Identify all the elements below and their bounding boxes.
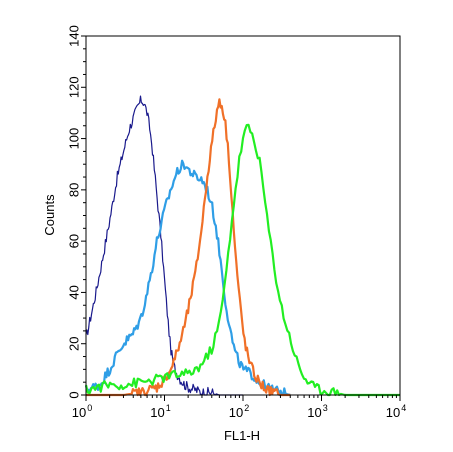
histogram-series-1 — [85, 95, 243, 396]
y-tick-label: 100 — [67, 128, 82, 150]
y-tick-label: 80 — [67, 183, 82, 197]
histogram-series-2 — [84, 159, 291, 397]
y-axis-title: Counts — [42, 194, 57, 236]
x-tick-label: 103 — [307, 403, 327, 420]
y-tick-label: 40 — [67, 285, 82, 299]
x-tick-label: 101 — [150, 403, 170, 420]
x-axis-title: FL1-H — [224, 428, 260, 443]
y-tick-label: 60 — [67, 234, 82, 248]
histogram-series-4 — [84, 123, 400, 397]
x-axis: 100 101 102 103 104 — [72, 395, 406, 420]
series-layer — [84, 95, 400, 397]
x-tick-label: 102 — [229, 403, 249, 420]
histogram-series-3 — [86, 98, 291, 397]
y-tick-label: 0 — [67, 391, 82, 398]
y-tick-label: 20 — [67, 336, 82, 350]
y-tick-label: 120 — [67, 76, 82, 98]
y-tick-label: 140 — [67, 25, 82, 47]
y-axis: 0 20 40 60 80 100 120 140 — [67, 25, 86, 399]
x-tick-label: 100 — [72, 403, 92, 420]
x-tick-label: 104 — [386, 403, 406, 420]
plot-frame — [85, 35, 401, 396]
